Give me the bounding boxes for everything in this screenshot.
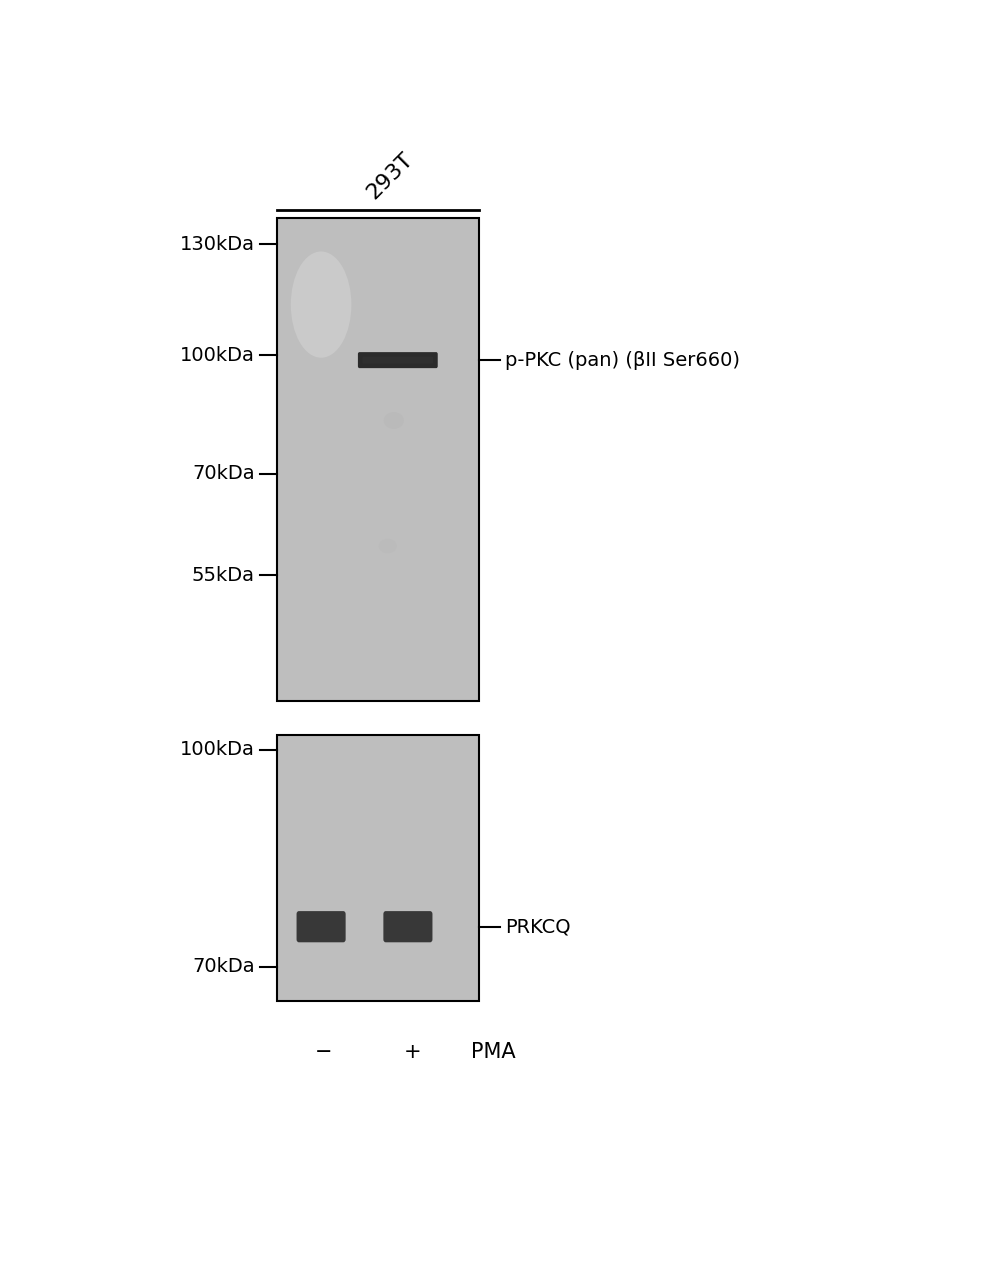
Text: 293T: 293T (364, 148, 417, 202)
Ellipse shape (291, 251, 352, 357)
Text: 130kDa: 130kDa (180, 234, 255, 253)
Text: 100kDa: 100kDa (180, 346, 255, 365)
Text: 100kDa: 100kDa (180, 740, 255, 759)
FancyBboxPatch shape (363, 357, 433, 364)
Text: PMA: PMA (471, 1042, 515, 1062)
Text: +: + (404, 1042, 422, 1062)
Text: −: − (315, 1042, 332, 1062)
FancyBboxPatch shape (384, 911, 433, 942)
Text: 55kDa: 55kDa (192, 566, 255, 585)
Ellipse shape (384, 412, 404, 429)
FancyBboxPatch shape (297, 911, 346, 942)
FancyBboxPatch shape (358, 352, 438, 369)
Text: 70kDa: 70kDa (192, 957, 255, 977)
Text: 70kDa: 70kDa (192, 465, 255, 483)
Bar (277, 735, 479, 1001)
Text: p-PKC (pan) (βII Ser660): p-PKC (pan) (βII Ser660) (505, 351, 740, 370)
Bar (277, 218, 479, 700)
Ellipse shape (379, 539, 397, 553)
Text: PRKCQ: PRKCQ (505, 918, 570, 936)
